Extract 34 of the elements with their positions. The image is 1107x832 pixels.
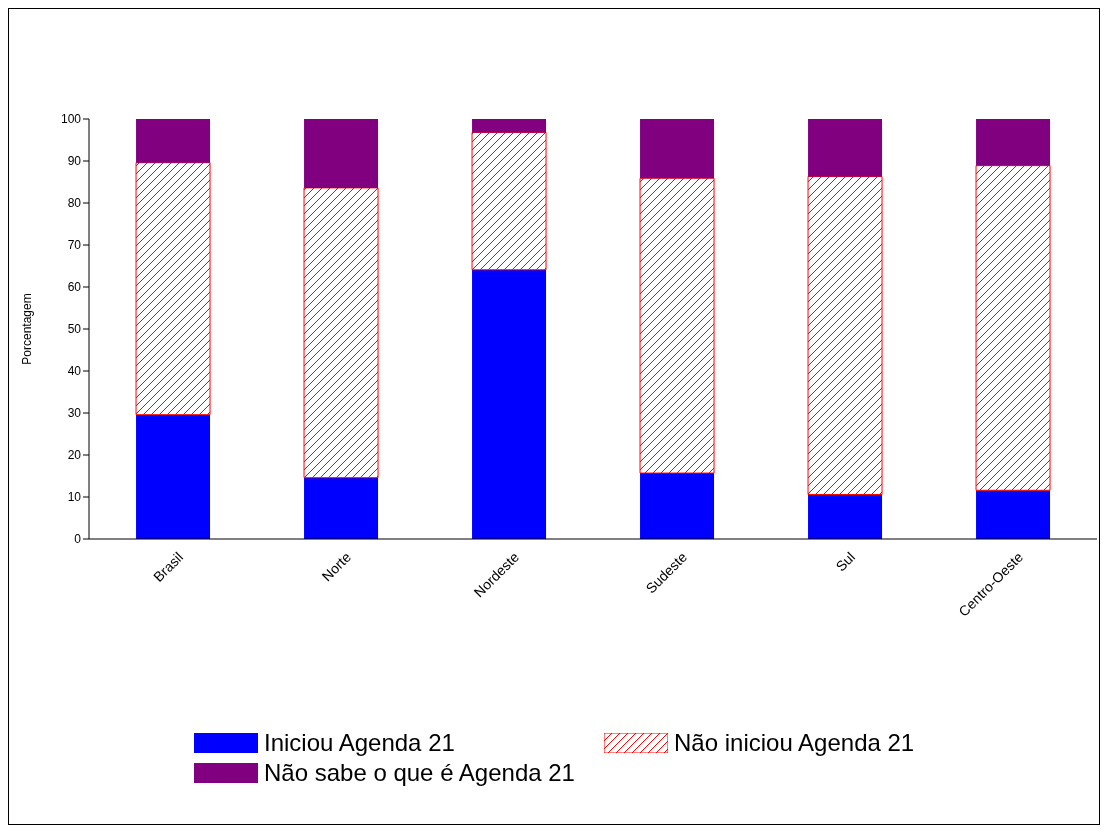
- bar: [303, 187, 379, 479]
- bar: [808, 119, 883, 177]
- y-tick-label: 90: [67, 154, 82, 169]
- y-tick-label: 80: [67, 196, 82, 211]
- y-tick-label: 30: [67, 406, 82, 421]
- y-tick-label: 0: [74, 532, 82, 547]
- bar: [808, 494, 883, 539]
- y-tick-label: 10: [67, 490, 82, 505]
- legend-label: Não sabe o que é Agenda 21: [264, 759, 575, 787]
- bar: [640, 473, 715, 539]
- bar: [471, 131, 547, 271]
- bar: [807, 176, 883, 495]
- y-tick-label: 60: [67, 280, 82, 295]
- bar: [976, 490, 1051, 539]
- bar: [304, 119, 379, 188]
- bar: [639, 177, 715, 474]
- y-tick-label: 40: [67, 364, 82, 379]
- y-tick-label: 100: [60, 112, 82, 127]
- legend-label: Não iniciou Agenda 21: [674, 729, 915, 757]
- bar: [135, 162, 211, 416]
- bar: [304, 477, 379, 539]
- legend-label: Iniciou Agenda 21: [264, 729, 455, 757]
- bar: [472, 269, 547, 539]
- bar: [136, 414, 211, 539]
- y-tick-label: 70: [67, 238, 82, 253]
- x-tick-label: Sul: [832, 548, 859, 575]
- bar: [472, 119, 547, 133]
- bar: [136, 119, 211, 163]
- y-axis-title: Porcentagem: [20, 293, 35, 365]
- y-tick-label: 50: [67, 322, 82, 337]
- y-tick-label: 20: [67, 448, 82, 463]
- bar: [975, 165, 1051, 491]
- bar: [976, 119, 1051, 166]
- bar: [640, 119, 715, 179]
